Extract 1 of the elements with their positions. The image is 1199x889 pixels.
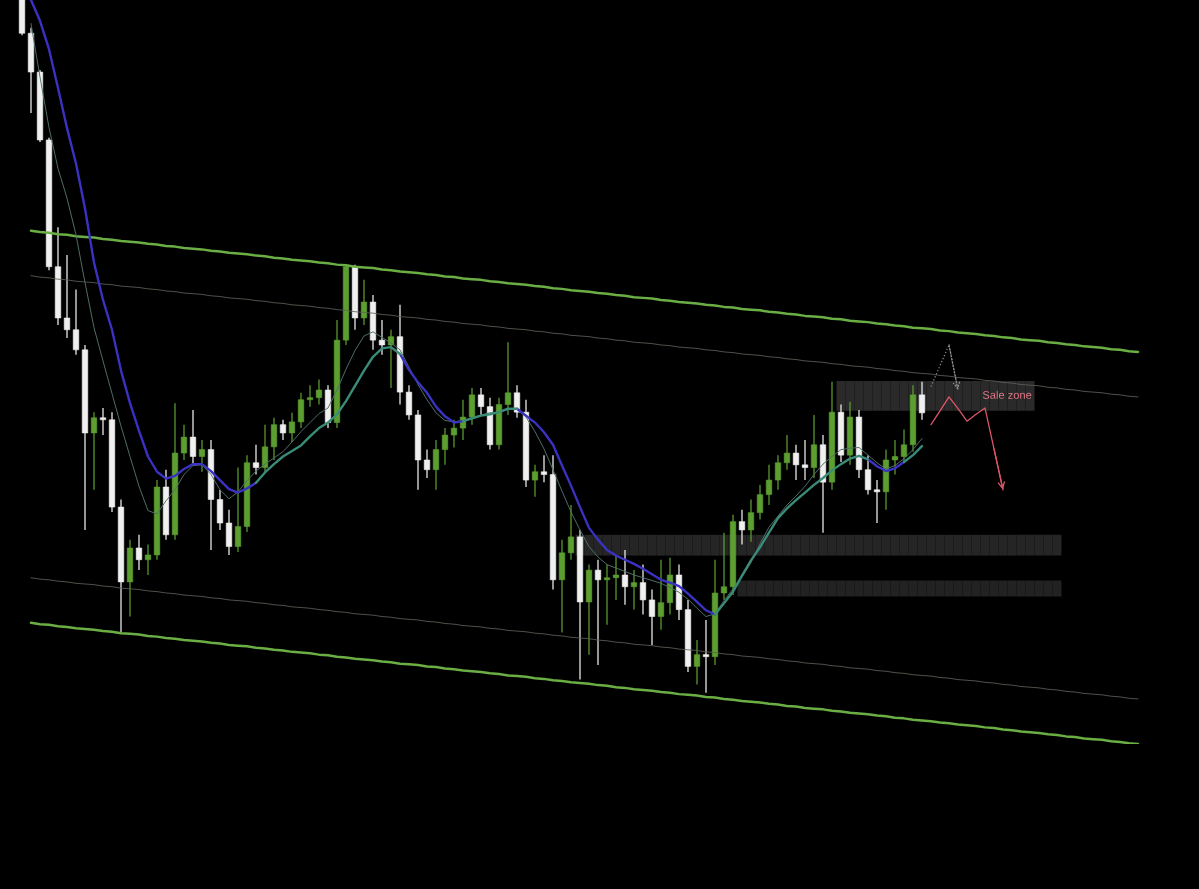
- series-label: Sale zone: [982, 390, 1032, 399]
